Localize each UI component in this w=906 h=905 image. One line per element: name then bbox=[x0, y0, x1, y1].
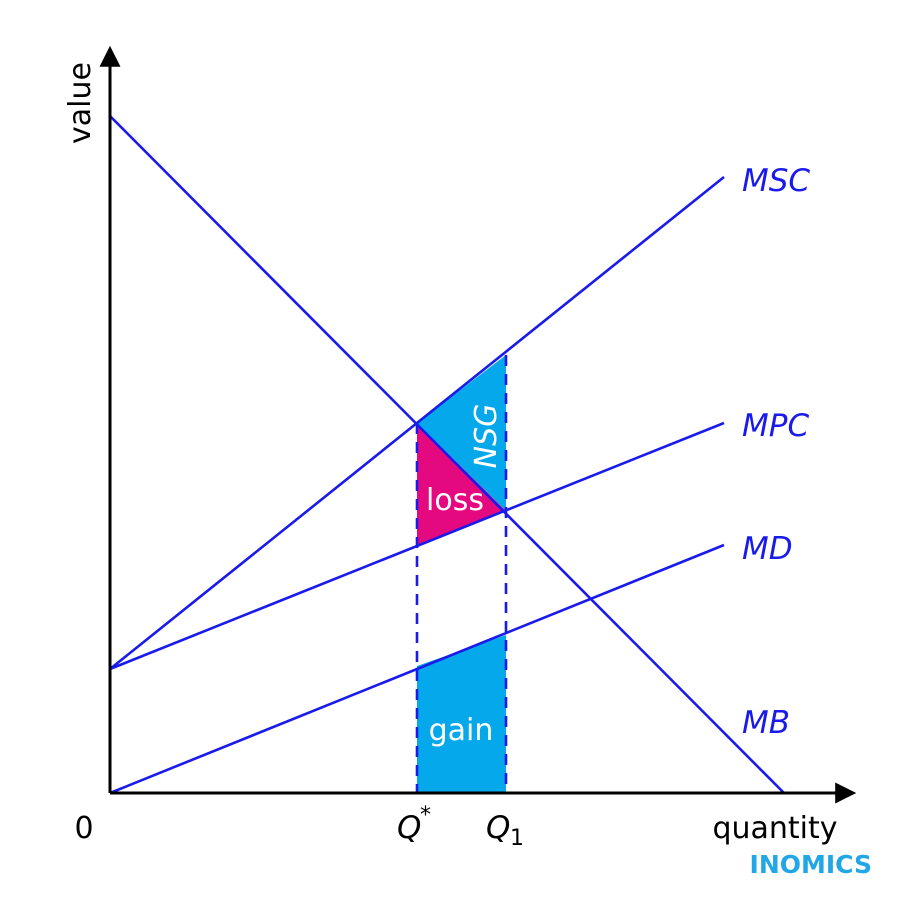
mpc-curve bbox=[109, 421, 725, 671]
inomics-logo: INOMICS bbox=[750, 850, 872, 879]
mb-curve bbox=[109, 115, 785, 794]
origin-label: 0 bbox=[74, 811, 93, 846]
q-one-tick-label: Q 1 bbox=[486, 810, 524, 851]
svg-text:Q: Q bbox=[397, 810, 421, 846]
svg-text:*: * bbox=[420, 803, 431, 828]
loss-label: loss bbox=[426, 483, 484, 518]
svg-text:Q: Q bbox=[486, 810, 510, 846]
gain-label: gain bbox=[429, 713, 494, 748]
nsg-label: NSG bbox=[469, 404, 504, 469]
x-axis-label: quantity bbox=[712, 811, 837, 846]
mpc-label: MPC bbox=[742, 408, 809, 444]
svg-text:1: 1 bbox=[510, 826, 524, 851]
md-curve bbox=[109, 543, 725, 795]
msc-label: MSC bbox=[742, 163, 810, 199]
q-star-tick-label: Q * bbox=[397, 803, 431, 846]
gain-area bbox=[417, 635, 506, 793]
loss-area bbox=[417, 423, 506, 545]
md-label: MD bbox=[742, 531, 793, 567]
mb-label: MB bbox=[742, 705, 790, 741]
y-axis-label: value bbox=[63, 62, 98, 144]
nsg-area bbox=[417, 355, 506, 511]
